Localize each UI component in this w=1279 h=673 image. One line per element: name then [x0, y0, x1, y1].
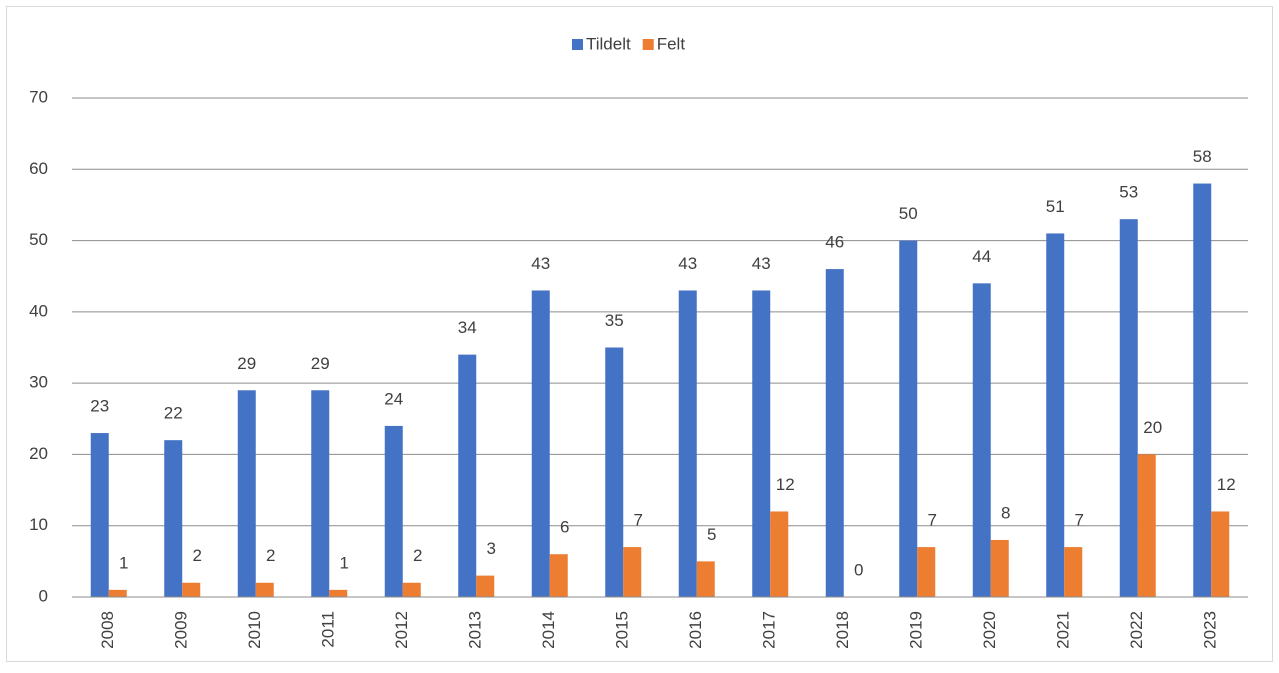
data-label: 23	[90, 397, 109, 416]
bar	[90, 433, 109, 597]
bar	[384, 425, 403, 597]
data-label: 0	[854, 560, 863, 579]
x-tick-label: 2017	[760, 611, 779, 649]
data-label: 1	[119, 553, 128, 572]
bar	[476, 575, 495, 597]
data-label: 7	[634, 511, 643, 530]
data-label: 35	[605, 311, 624, 330]
data-label: 51	[1046, 197, 1065, 216]
x-tick-label: 2019	[907, 611, 926, 649]
bar	[623, 547, 642, 597]
x-tick-label: 2014	[539, 611, 558, 649]
bar	[1046, 233, 1065, 597]
y-tick-label: 20	[29, 444, 48, 463]
data-label: 1	[340, 553, 349, 572]
bar	[1119, 219, 1138, 597]
x-tick-label: 2020	[980, 611, 999, 649]
bar	[549, 554, 568, 597]
bar	[990, 539, 1009, 597]
legend-label: Tildelt	[586, 34, 631, 53]
y-tick-label: 50	[29, 230, 48, 249]
x-tick-label: 2018	[833, 611, 852, 649]
data-label: 20	[1143, 418, 1162, 437]
bar	[1137, 454, 1156, 597]
bar	[255, 582, 274, 597]
bar	[402, 582, 421, 597]
legend-label: Felt	[657, 34, 686, 53]
y-tick-label: 10	[29, 515, 48, 534]
bar	[752, 290, 771, 597]
data-label: 29	[237, 354, 256, 373]
x-tick-label: 2012	[392, 611, 411, 649]
data-label: 44	[972, 247, 991, 266]
x-tick-label: 2011	[319, 611, 338, 648]
bar	[1064, 547, 1083, 597]
data-label: 12	[1217, 475, 1236, 494]
y-tick-label: 70	[29, 87, 48, 106]
bar	[899, 240, 918, 598]
bar	[1211, 511, 1230, 597]
data-label: 7	[1075, 511, 1084, 530]
bar	[696, 561, 715, 597]
x-tick-label: 2013	[466, 611, 485, 649]
bar	[329, 589, 348, 597]
data-label: 7	[928, 511, 937, 530]
bar	[678, 290, 697, 597]
x-tick-label: 2009	[172, 611, 191, 649]
data-label: 24	[384, 389, 403, 408]
legend-swatch	[642, 39, 654, 50]
data-label: 8	[1001, 503, 1010, 522]
bar	[458, 354, 477, 597]
data-label: 2	[266, 546, 275, 565]
data-label: 43	[531, 254, 550, 273]
bar	[1193, 183, 1212, 598]
data-label: 6	[560, 518, 569, 537]
y-tick-label: 60	[29, 159, 48, 178]
y-tick-label: 30	[29, 373, 48, 392]
bar	[311, 390, 330, 597]
bar	[531, 290, 550, 597]
bar	[770, 511, 789, 597]
data-label: 50	[899, 204, 918, 223]
data-label: 58	[1193, 147, 1212, 166]
bar	[108, 589, 127, 597]
x-tick-label: 2008	[98, 611, 117, 649]
data-label: 29	[311, 354, 330, 373]
legend-swatch	[572, 39, 583, 50]
data-label: 12	[776, 475, 795, 494]
x-tick-label: 2016	[686, 611, 705, 649]
x-tick-label: 2015	[613, 611, 632, 649]
bar	[164, 440, 183, 597]
data-label: 2	[193, 546, 202, 565]
x-tick-label: 2023	[1201, 611, 1220, 649]
data-label: 22	[164, 404, 183, 423]
x-tick-label: 2021	[1054, 611, 1073, 649]
bar	[917, 547, 936, 597]
bar	[972, 283, 991, 597]
y-tick-label: 40	[29, 301, 48, 320]
bar	[182, 582, 201, 597]
data-label: 5	[707, 525, 716, 544]
bar	[605, 347, 624, 597]
y-tick-label: 0	[39, 586, 48, 605]
data-label: 43	[752, 254, 771, 273]
data-label: 2	[413, 546, 422, 565]
data-label: 34	[458, 318, 477, 337]
data-label: 3	[487, 539, 496, 558]
data-label: 46	[825, 233, 844, 252]
x-tick-label: 2010	[245, 611, 264, 649]
data-label: 43	[678, 254, 697, 273]
bar	[237, 390, 256, 597]
bar	[825, 269, 844, 597]
x-tick-label: 2022	[1127, 611, 1146, 649]
data-label: 53	[1119, 183, 1138, 202]
